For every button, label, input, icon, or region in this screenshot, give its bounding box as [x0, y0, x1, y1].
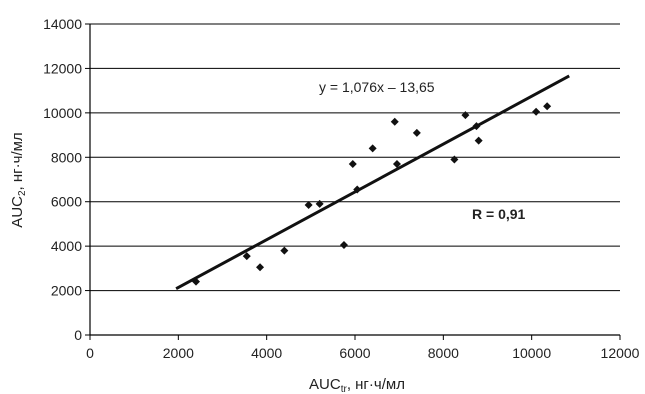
data-point [472, 122, 481, 131]
y-axis-label: AUC2, нг·ч/мл [9, 132, 28, 227]
data-point [532, 107, 541, 116]
y-tick-label: 4000 [51, 238, 82, 254]
x-tick-label: 2000 [163, 345, 194, 361]
x-axis-label-main: AUC [309, 376, 341, 393]
x-axis-label-sub: tr [341, 384, 348, 394]
data-point [450, 155, 459, 164]
y-axis-label-main: AUC [9, 196, 26, 228]
data-point [392, 159, 401, 168]
y-tick-label: 8000 [51, 149, 82, 165]
y-tick-label: 10000 [43, 105, 82, 121]
x-axis-label-unit: , нг·ч/мл [347, 376, 405, 393]
x-tick-label: 0 [86, 345, 94, 361]
data-point [348, 159, 357, 168]
x-tick-label: 4000 [251, 345, 282, 361]
data-point [353, 185, 362, 194]
x-axis-ticks: 0 2000 4000 6000 8000 10000 12000 [86, 335, 640, 361]
x-tick-label: 10000 [512, 345, 551, 361]
data-point [256, 263, 265, 272]
x-tick-label: 12000 [601, 345, 640, 361]
equation-annotation: y = 1,076x – 13,65 [319, 79, 435, 95]
data-point [543, 102, 552, 111]
x-tick-label: 6000 [339, 345, 370, 361]
x-axis-label: AUCtr, нг·ч/мл [309, 376, 405, 394]
data-points [192, 102, 552, 286]
data-point [474, 136, 483, 145]
data-point [368, 144, 377, 153]
data-point [412, 128, 421, 137]
data-point [390, 117, 399, 126]
y-tick-label: 0 [74, 327, 82, 343]
grid-lines [90, 23, 620, 292]
data-point [339, 241, 348, 250]
y-tick-label: 14000 [43, 16, 82, 32]
data-point [315, 199, 324, 208]
data-point [280, 246, 289, 255]
data-point [304, 201, 313, 210]
y-axis-label-sub: 2 [17, 190, 28, 196]
x-tick-label: 8000 [428, 345, 459, 361]
data-point [192, 277, 200, 286]
trendline-group [175, 74, 570, 291]
r-value-annotation: R = 0,91 [472, 206, 526, 222]
axes [89, 24, 620, 336]
y-axis-label-unit: , нг·ч/мл [9, 132, 26, 190]
y-tick-label: 6000 [51, 194, 82, 210]
y-axis-ticks: 0 2000 4000 6000 8000 10000 12000 14000 [43, 16, 90, 343]
y-tick-label: 12000 [43, 60, 82, 76]
y-tick-label: 2000 [51, 283, 82, 299]
trendline [175, 74, 570, 291]
data-point [461, 111, 470, 120]
data-point [242, 252, 251, 261]
